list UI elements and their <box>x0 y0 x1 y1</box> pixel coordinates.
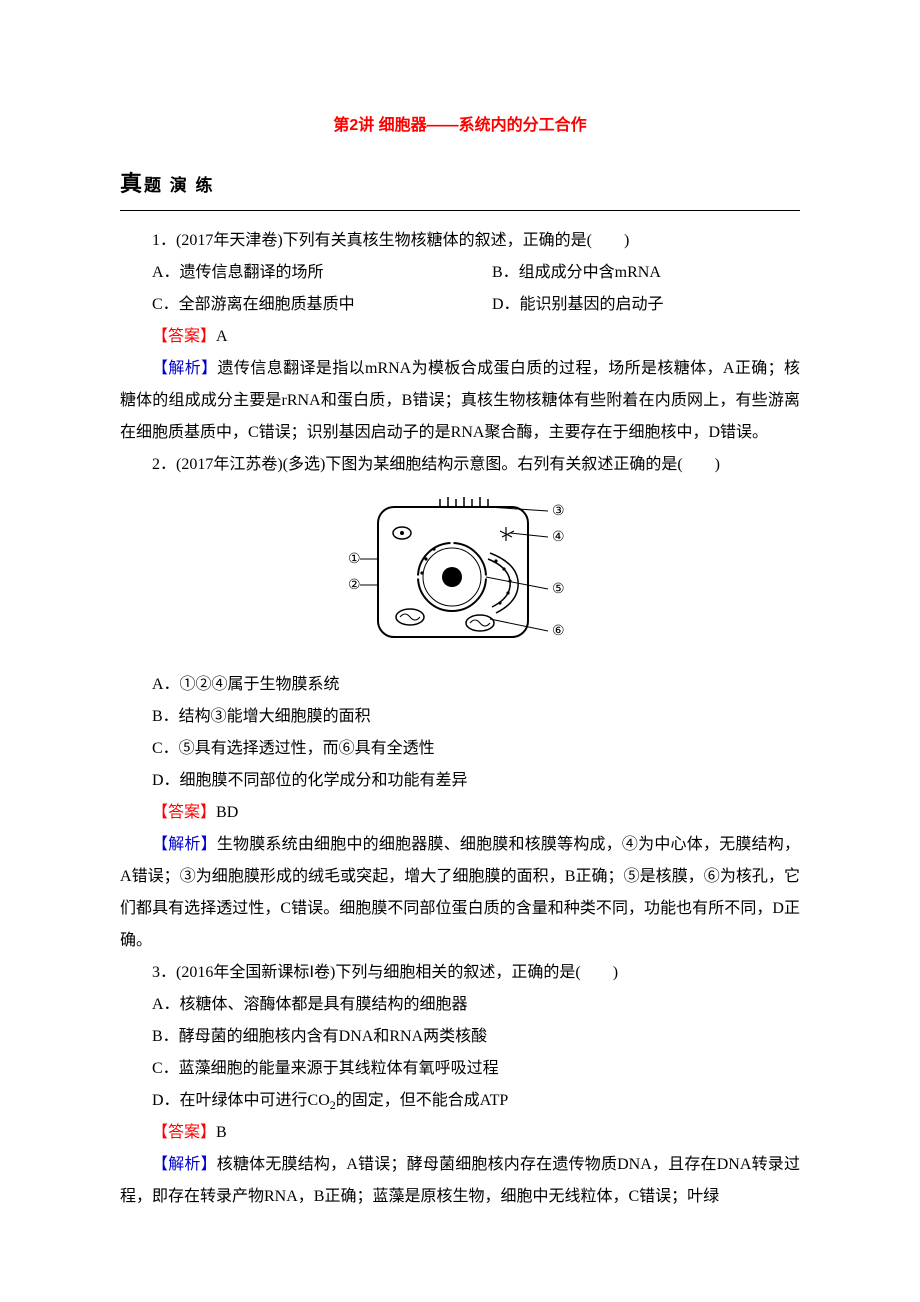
fig-label-5: ⑤ <box>552 582 565 597</box>
fig-label-4: ④ <box>552 530 565 545</box>
cell-diagram: ① ② ③ ④ ⑤ ⑥ <box>120 489 800 661</box>
q1-optB: B．组成成分中含mRNA <box>460 257 800 289</box>
q3-answer: 【答案】B <box>120 1117 800 1149</box>
q2-optD: D．细胞膜不同部位的化学成分和功能有差异 <box>120 765 800 797</box>
fig-label-1: ① <box>348 552 361 567</box>
q3-explanation: 【解析】核糖体无膜结构，A错误；酵母菌细胞核内存在遗传物质DNA，且存在DNA转… <box>120 1149 800 1213</box>
q3-optA: A．核糖体、溶酶体都是具有膜结构的细胞器 <box>120 989 800 1021</box>
q1-optA: A．遗传信息翻译的场所 <box>120 257 460 289</box>
q1-stem: 1．(2017年天津卷)下列有关真核生物核糖体的叙述，正确的是( ) <box>120 225 800 257</box>
q2-optA: A．①②④属于生物膜系统 <box>120 669 800 701</box>
q3-optC: C．蓝藻细胞的能量来源于其线粒体有氧呼吸过程 <box>120 1053 800 1085</box>
q2-stem: 2．(2017年江苏卷)(多选)下图为某细胞结构示意图。右列有关叙述正确的是( … <box>120 449 800 481</box>
q1-explanation: 【解析】遗传信息翻译是指以mRNA为模板合成蛋白质的过程，场所是核糖体，A正确；… <box>120 353 800 449</box>
page-title: 第2讲 细胞器——系统内的分工合作 <box>120 110 800 142</box>
q2-answer: 【答案】BD <box>120 797 800 829</box>
q1-answer: 【答案】A <box>120 321 800 353</box>
q1-options-row2: C．全部游离在细胞质基质中 D．能识别基因的启动子 <box>120 289 800 321</box>
q2-optB: B．结构③能增大细胞膜的面积 <box>120 701 800 733</box>
q1-optD: D．能识别基因的启动子 <box>460 289 800 321</box>
section-header: 真题 演 练 <box>120 162 800 206</box>
q2-optC: C．⑤具有选择透过性，而⑥具有全透性 <box>120 733 800 765</box>
q3-stem: 3．(2016年全国新课标Ⅰ卷)下列与细胞相关的叙述，正确的是( ) <box>120 957 800 989</box>
divider <box>120 210 800 211</box>
fig-label-3: ③ <box>552 504 565 519</box>
q3-optD: D．在叶绿体中可进行CO2的固定，但不能合成ATP <box>120 1085 800 1117</box>
fig-label-6: ⑥ <box>552 624 565 639</box>
q1-optC: C．全部游离在细胞质基质中 <box>120 289 460 321</box>
q2-explanation: 【解析】生物膜系统由细胞中的细胞器膜、细胞膜和核膜等构成，④为中心体，无膜结构，… <box>120 829 800 957</box>
fig-label-2: ② <box>348 578 361 593</box>
q3-optB: B．酵母菌的细胞核内含有DNA和RNA两类核酸 <box>120 1021 800 1053</box>
q1-options-row1: A．遗传信息翻译的场所 B．组成成分中含mRNA <box>120 257 800 289</box>
